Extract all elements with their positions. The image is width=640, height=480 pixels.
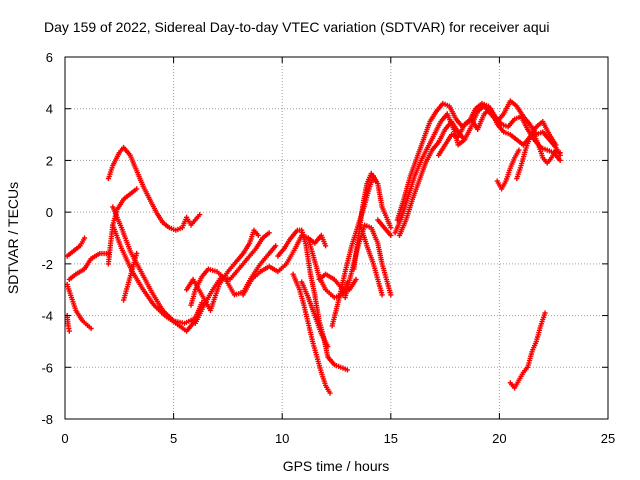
series-trace-17 <box>305 232 329 249</box>
series-trace-28 <box>494 147 522 192</box>
series-trace-11 <box>184 227 261 313</box>
y-tick-label: 4 <box>46 102 53 117</box>
plot-frame <box>64 56 609 420</box>
x-tick-label: 25 <box>601 431 615 446</box>
y-tick-label: 6 <box>46 50 53 65</box>
series-trace-9 <box>110 222 203 334</box>
series-trace-19 <box>329 173 394 329</box>
x-tick-label: 5 <box>170 431 177 446</box>
y-tick-label: -8 <box>41 412 53 427</box>
x-tick-label: 10 <box>275 431 289 446</box>
x-tick-label: 20 <box>492 431 506 446</box>
series-trace-26 <box>396 119 468 238</box>
series-trace-23 <box>375 217 394 238</box>
y-tick-label: -6 <box>41 360 53 375</box>
series-trace-1 <box>64 313 72 334</box>
axis-ticks: 0 5 10 15 20 25 -8 -6 -4 -2 0 2 4 6 <box>41 50 615 446</box>
series-trace-30 <box>507 310 548 391</box>
x-tick-label: 15 <box>384 431 398 446</box>
series-trace-12 <box>192 230 272 326</box>
chart-title: Day 159 of 2022, Sidereal Day-to-day VTE… <box>44 19 550 35</box>
x-axis-label: GPS time / hours <box>283 458 390 474</box>
y-tick-label: 2 <box>46 153 53 168</box>
y-tick-label: -4 <box>41 309 53 324</box>
series-trace-3 <box>64 235 88 259</box>
series-trace-13 <box>240 232 350 301</box>
series-trace-21 <box>351 170 379 272</box>
series-trace-25 <box>392 98 563 236</box>
y-tick-label: 0 <box>46 205 53 220</box>
series-trace-22 <box>357 222 385 298</box>
y-axis-label: SDTVAR / TECUs <box>5 182 21 294</box>
series-trace-16 <box>299 279 331 350</box>
y-tick-label: -2 <box>41 257 53 272</box>
series-trace-4 <box>66 250 111 282</box>
x-tick-label: 0 <box>61 431 68 446</box>
data-marks <box>64 98 563 396</box>
series-trace-29 <box>514 132 563 182</box>
series-trace-5 <box>105 144 203 233</box>
series-trace-2 <box>64 281 94 332</box>
series-trace-15 <box>290 271 333 396</box>
